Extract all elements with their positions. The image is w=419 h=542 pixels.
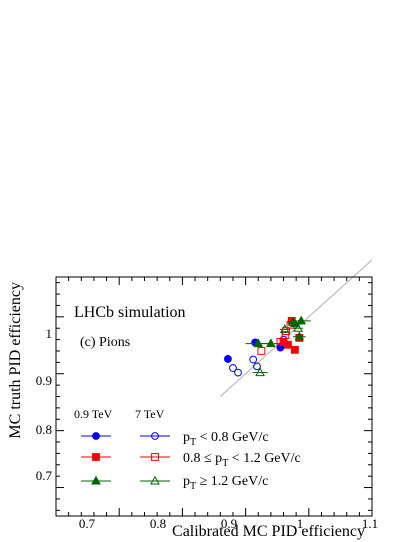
legend-label-high-pt-sub: T (190, 481, 196, 492)
legend-label-low-pt-post: < 0.8 GeV/c (196, 430, 268, 445)
legend-label-high-pt-pre: p (183, 474, 190, 489)
experiment-label: LHCb simulation (74, 304, 186, 321)
data-point-s5-p2 (288, 317, 298, 327)
data-point-s3-p2 (281, 331, 290, 339)
x-tick-label-0: 0.7 (79, 516, 96, 531)
y-tick-label-3: 1 (46, 326, 53, 341)
legend-label-mid-pt-sub: T (222, 458, 228, 469)
legend-label-low-pt-sub: T (190, 437, 196, 448)
data-point-s3-p0 (257, 347, 266, 355)
x-axis-label: Calibrated MC PID efficiency (172, 523, 365, 540)
y-tick-label-0: 0.7 (36, 468, 53, 483)
legend-label-high-pt-post: ≥ 1.2 GeV/c (196, 474, 268, 489)
data-point-s4-p0 (253, 338, 264, 348)
legend-marker-r0-c1 (151, 432, 159, 440)
data-point-s0-p0 (224, 355, 232, 363)
legend-label-high-pt: pT ≥ 1.2 GeV/c (183, 474, 268, 492)
legend-marker-r1-c1 (151, 453, 159, 461)
y-tick-label-2: 0.9 (36, 373, 52, 388)
legend-label-low-pt-pre: p (183, 430, 190, 445)
legend-marker-r2-c1 (150, 475, 160, 485)
data-point-s5-p0 (255, 367, 265, 377)
legend-marker-r2-c0 (91, 475, 101, 485)
data-point-s1-p0 (229, 364, 237, 372)
data-point-s1-p1 (234, 368, 242, 377)
data-points-layer (224, 315, 311, 377)
data-point-s4-p4 (294, 331, 305, 341)
data-point-s5-p3 (293, 322, 303, 332)
axis-ticks-layer (56, 277, 372, 516)
legend-header-0p9tev: 0.9 TeV (74, 407, 113, 421)
y-tick-label-1: 0.8 (36, 422, 52, 437)
data-point-s1-p3 (253, 362, 261, 371)
legend: 0.9 TeV 7 TeV pT < 0.8 GeV/c 0.8 ≤ pT < … (74, 407, 301, 492)
legend-marker-r0-c0 (92, 432, 100, 440)
x-tick-label-3: 1 (297, 516, 304, 531)
legend-header-7tev: 7 TeV (135, 407, 165, 421)
x-tick-label-4: 1.1 (362, 516, 378, 531)
legend-label-mid-pt-pre: 0.8 ≤ p (183, 451, 222, 466)
data-point-s5-p1 (279, 324, 290, 333)
data-point-s4-p3 (296, 315, 307, 325)
x-tick-label-2: 0.9 (221, 516, 237, 531)
legend-label-mid-pt: 0.8 ≤ pT < 1.2 GeV/c (183, 451, 301, 469)
data-point-s2-p1 (290, 345, 299, 354)
legend-markers (81, 432, 170, 485)
legend-label-low-pt: pT < 0.8 GeV/c (183, 430, 269, 448)
panel-label: (c) Pions (80, 335, 130, 350)
data-point-s1-p2 (249, 355, 258, 364)
legend-marker-r1-c0 (92, 453, 100, 461)
data-point-s4-p1 (266, 338, 276, 348)
data-point-s3-p1 (276, 337, 285, 346)
y-axis-label: MC truth PID efficiency (7, 282, 24, 439)
legend-label-mid-pt-post: < 1.2 GeV/c (228, 451, 300, 466)
x-tick-label-1: 0.8 (150, 516, 166, 531)
